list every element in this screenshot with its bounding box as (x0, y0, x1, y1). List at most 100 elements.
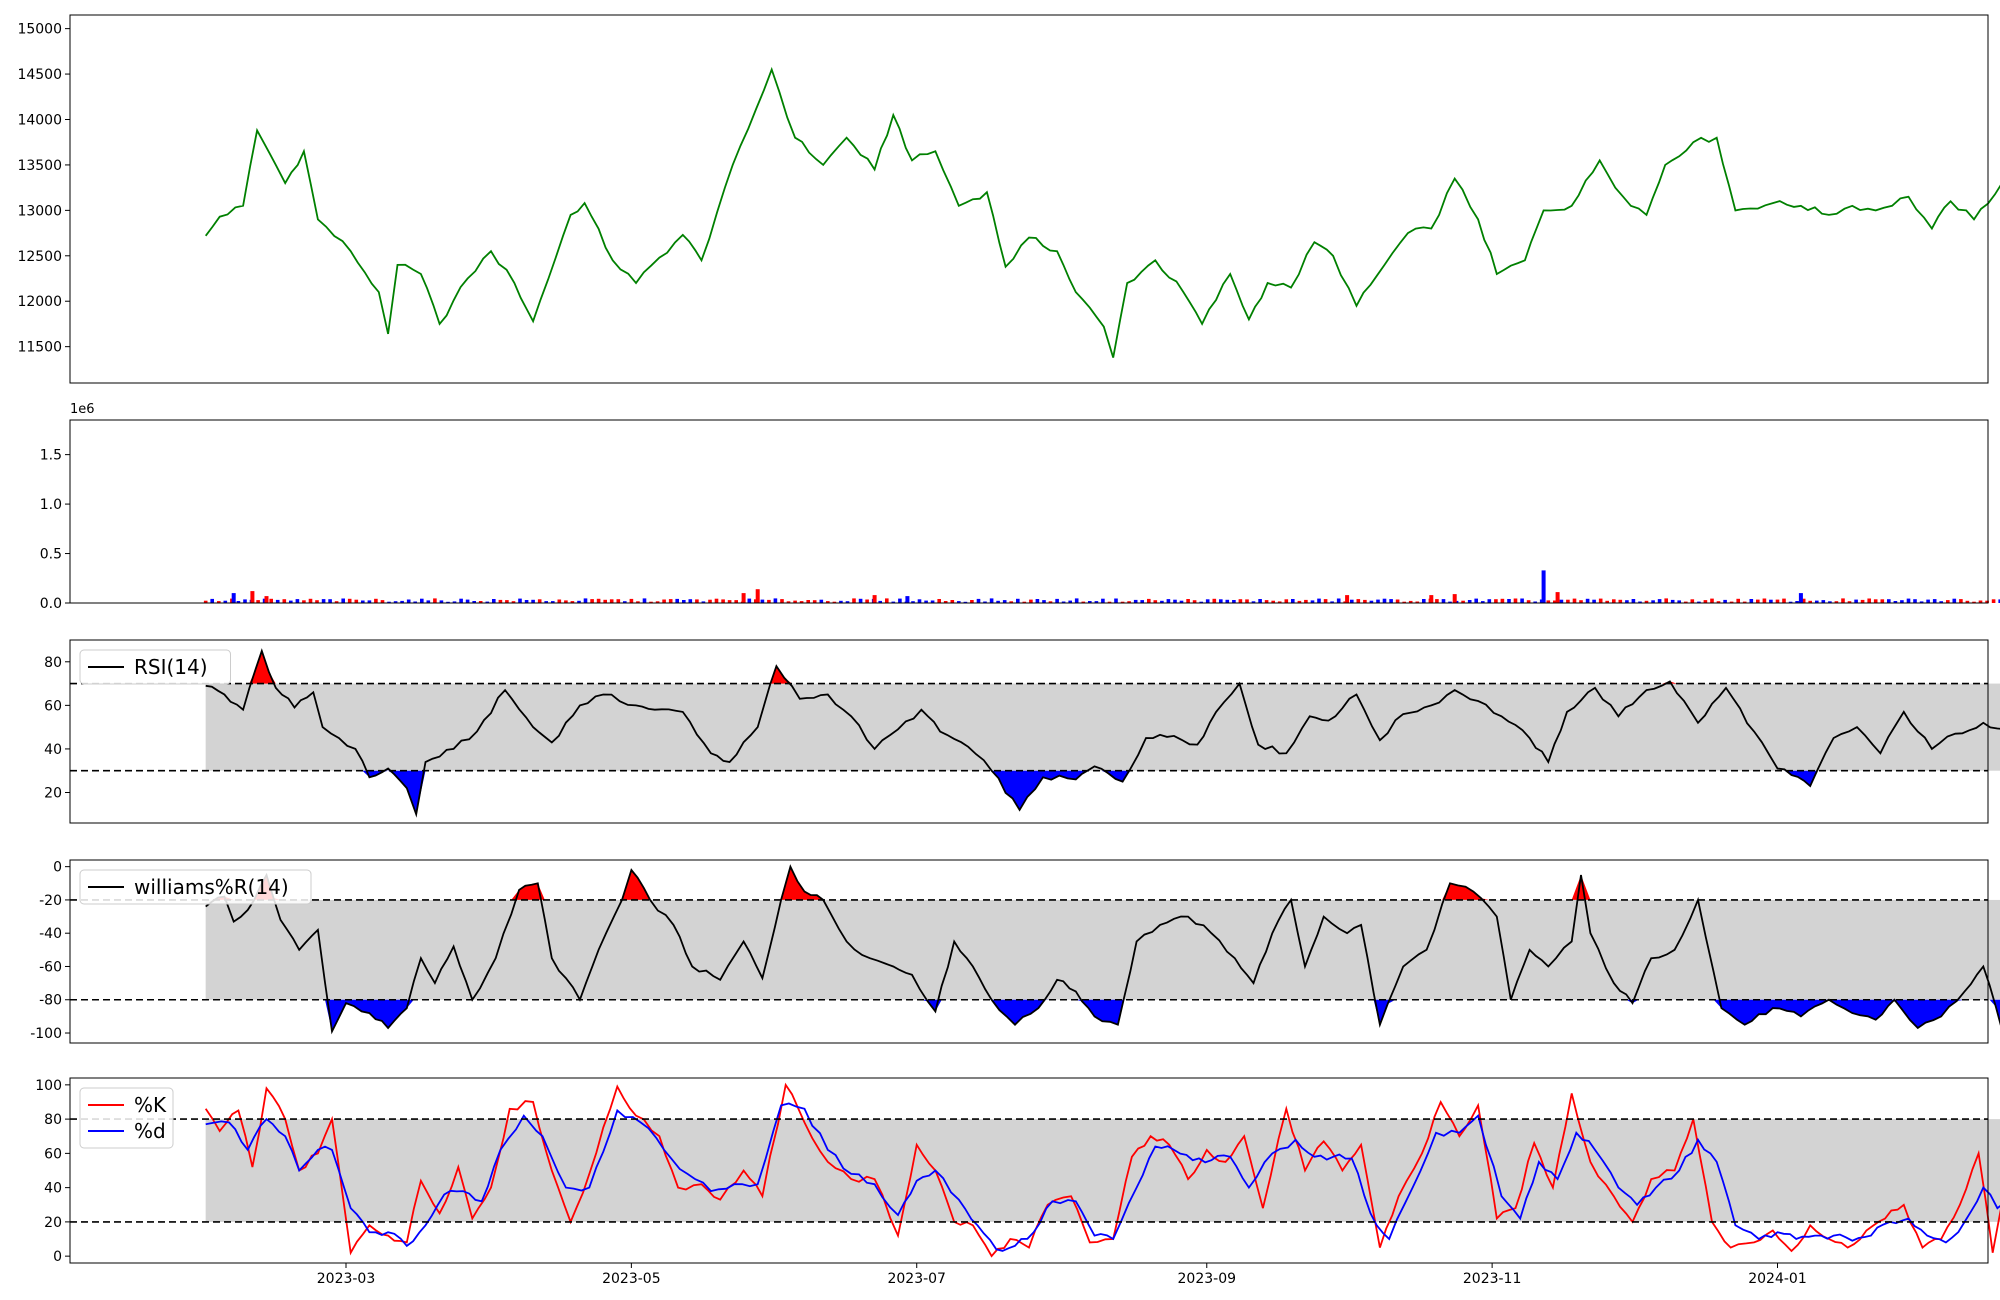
volume-bar (1395, 599, 1400, 603)
volume-bar (1742, 601, 1747, 603)
volume-bar (1369, 600, 1374, 603)
volume-bar (1893, 601, 1898, 603)
volume-bar (361, 600, 365, 603)
volume-bar (1775, 599, 1780, 603)
volume-bar (1212, 598, 1217, 603)
volume-bar (616, 599, 621, 603)
volume-bar (203, 600, 208, 603)
volume-bar (1219, 599, 1223, 603)
volume-bar (243, 599, 247, 603)
volume-bar (1919, 601, 1924, 603)
volume-bar (492, 599, 496, 603)
y-tick-label: 0 (53, 860, 62, 876)
plot-frame (69, 1077, 1989, 1264)
volume-bar (1068, 600, 1072, 603)
volume-bar (747, 598, 752, 603)
volume-bar (917, 599, 922, 603)
y-tick-label: 60 (44, 698, 62, 714)
volume-bar (505, 600, 509, 603)
volume-bar (1801, 598, 1806, 603)
volume-bar (1926, 599, 1930, 603)
volume-bar (1376, 599, 1380, 603)
volume-bar (400, 600, 404, 603)
volume-bar (989, 598, 994, 603)
volume-bar (891, 601, 896, 603)
volume-bar (1088, 601, 1092, 603)
plot-frame (69, 419, 1989, 604)
volume-bar (465, 599, 470, 603)
y-tick-label: 12500 (17, 249, 62, 265)
volume-bar (1723, 599, 1727, 603)
volume-bar (250, 591, 255, 603)
neutral-band (205, 899, 2000, 1000)
volume-bar (1304, 599, 1308, 603)
volume-bar (642, 598, 647, 603)
volume-bar (1192, 600, 1197, 603)
volume-bar (812, 600, 817, 603)
volume-bar (380, 600, 385, 603)
volume-bar (682, 600, 686, 603)
volume-bar (275, 599, 280, 603)
volume-bar (832, 601, 837, 603)
volume-bar (1245, 599, 1249, 603)
volume-bar (1657, 599, 1662, 603)
volume-bar (1939, 601, 1943, 603)
volume-bar (1022, 601, 1027, 603)
y-tick-label: 100 (35, 1078, 62, 1094)
volume-bar (269, 598, 273, 603)
volume-bar (1487, 599, 1492, 603)
volume-bar (564, 600, 568, 603)
volume-bar (655, 601, 660, 603)
volume-bar (236, 601, 241, 603)
volume-bar (1258, 599, 1262, 603)
volume-bar (603, 599, 607, 603)
volume-bar (1094, 601, 1099, 603)
volume-bar (721, 599, 725, 603)
volume-bar (1120, 601, 1125, 603)
volume-bar (1946, 600, 1950, 603)
volume-bar (223, 600, 228, 603)
volume-bar (1579, 600, 1583, 603)
volume-bar (1887, 599, 1891, 603)
volume-bar (1042, 600, 1046, 603)
volume-bar (1035, 599, 1040, 603)
volume-bar (1415, 601, 1420, 603)
volume-bar (577, 600, 581, 603)
volume-bar (1448, 601, 1452, 603)
volume-bar (760, 599, 765, 603)
volume-bar (1461, 600, 1465, 603)
volume-bar (1317, 598, 1321, 603)
volume-bar (970, 600, 974, 603)
volume-bar (511, 601, 516, 603)
volume-bar (865, 599, 869, 603)
volume-offset-label: 1e6 (70, 402, 95, 417)
volume-bar (1756, 599, 1760, 603)
volume-bar (583, 598, 588, 603)
volume-bar (1710, 598, 1714, 603)
volume-bar (518, 598, 522, 603)
volume-bar (1186, 599, 1190, 603)
volume-bar (1664, 598, 1668, 603)
y-tick-label: 11500 (17, 340, 62, 356)
volume-bar (629, 598, 634, 603)
y-tick-label: 80 (44, 1112, 62, 1128)
volume-bar (1985, 600, 1989, 603)
volume-bar (367, 600, 372, 603)
volume-bar (1382, 598, 1387, 603)
price-chart-panel: 11500 12000 12500 13000 13500 14000 14500 15000 (17, 14, 2000, 384)
volume-bar (649, 601, 653, 603)
volume-bar (930, 600, 935, 603)
volume-bar (1769, 599, 1773, 603)
volume-bar (675, 598, 679, 603)
plot-frame (69, 859, 1989, 1044)
legend-box (79, 869, 312, 905)
volume-bar (983, 601, 987, 603)
volume-bar (1513, 598, 1518, 603)
volume-bar (1795, 601, 1799, 603)
volume-bar (1238, 599, 1243, 603)
volume-bar (1566, 599, 1570, 603)
volume-bar (1009, 601, 1013, 603)
volume-bar (636, 601, 640, 603)
legend-box (79, 649, 231, 685)
